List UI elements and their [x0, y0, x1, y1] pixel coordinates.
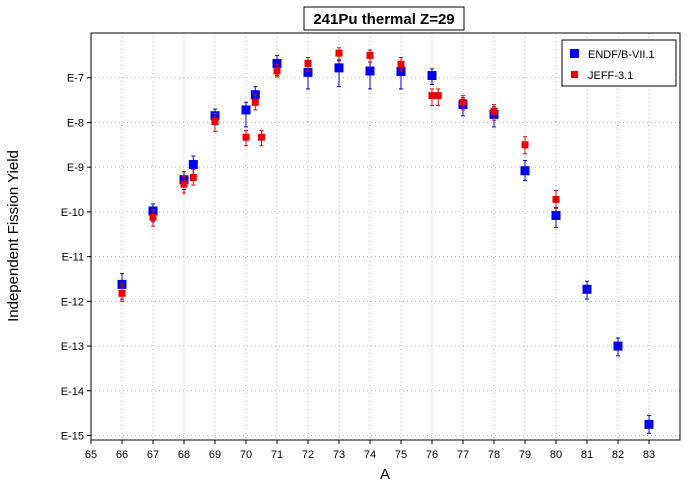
data-point: [241, 105, 251, 115]
y-tick-label: E-15: [61, 431, 84, 443]
legend-label-jeff: JEFF-3.1: [588, 70, 633, 82]
data-point: [211, 118, 219, 126]
data-point: [521, 141, 529, 149]
y-tick-label: E-8: [67, 117, 84, 129]
data-point: [242, 133, 250, 141]
x-tick-label: 82: [612, 449, 624, 461]
data-point: [149, 213, 157, 221]
legend-marker-endf: [570, 49, 579, 58]
series-jeff: [118, 47, 560, 302]
y-tick-label: E-9: [67, 162, 84, 174]
series-layer: [117, 47, 654, 434]
y-axis-ticks: E-7 E-8 E-9 E-10 E-11 E-12 E-13 E-14 E-15: [61, 73, 91, 443]
x-tick-label: 72: [302, 449, 314, 461]
legend-box: [561, 39, 677, 87]
x-tick-label: 79: [519, 449, 531, 461]
x-axis-ticks: 65 66 67 68 69 70 71 72 73 74 75 76 77 78 79 80 81 82 83: [85, 440, 655, 461]
legend-marker-jeff: [571, 71, 578, 78]
data-point: [188, 159, 198, 169]
x-tick-label: 73: [333, 449, 345, 461]
data-point: [180, 180, 188, 188]
data-point: [644, 419, 654, 429]
data-point: [613, 341, 623, 351]
data-point: [397, 60, 405, 68]
data-point: [273, 67, 281, 75]
data-point: [304, 59, 312, 67]
data-point: [427, 70, 437, 80]
x-tick-label: 67: [147, 449, 159, 461]
x-tick-label: 77: [457, 449, 469, 461]
y-tick-label: E-10: [61, 207, 84, 219]
data-point: [552, 195, 560, 203]
title-box: [303, 6, 465, 31]
data-point: [303, 67, 313, 77]
x-tick-label: 83: [643, 449, 655, 461]
legend: ENDF/B-VII.1 JEFF-3.1: [561, 39, 677, 87]
x-tick-label: 68: [178, 449, 190, 461]
chart-title: 241Pu thermal Z=29: [313, 11, 454, 28]
data-point: [272, 58, 282, 68]
y-tick-label: E-13: [61, 341, 84, 353]
data-point: [258, 133, 265, 141]
x-tick-label: 66: [116, 449, 128, 461]
data-point: [434, 92, 442, 100]
data-point: [366, 51, 374, 59]
y-tick-label: E-12: [61, 296, 84, 308]
legend-label-endf: ENDF/B-VII.1: [588, 49, 655, 61]
y-tick-label: E-11: [62, 252, 84, 264]
y-axis-label: Independent Fission Yield: [5, 150, 22, 322]
x-tick-label: 80: [550, 449, 562, 461]
x-tick-label: 70: [240, 449, 252, 461]
data-point: [551, 210, 561, 220]
plot-frame: [90, 32, 681, 441]
data-point: [365, 66, 375, 76]
data-point: [428, 92, 436, 100]
y-tick-label: E-7: [67, 73, 84, 85]
data-point: [118, 289, 126, 297]
x-tick-label: 71: [271, 449, 283, 461]
data-point: [520, 166, 530, 176]
data-point: [490, 107, 498, 115]
x-axis-label: A: [380, 466, 390, 483]
data-point: [334, 63, 344, 73]
data-point: [251, 98, 259, 106]
x-tick-label: 76: [426, 449, 438, 461]
data-point: [582, 284, 592, 294]
y-tick-label: E-14: [61, 386, 84, 398]
data-point: [335, 49, 343, 57]
x-tick-label: 65: [85, 449, 97, 461]
data-point: [189, 173, 197, 181]
x-tick-label: 81: [581, 449, 593, 461]
x-tick-label: 69: [209, 449, 221, 461]
x-tick-label: 75: [395, 449, 407, 461]
x-tick-label: 74: [364, 449, 376, 461]
x-tick-label: 78: [488, 449, 500, 461]
data-point: [459, 98, 467, 106]
